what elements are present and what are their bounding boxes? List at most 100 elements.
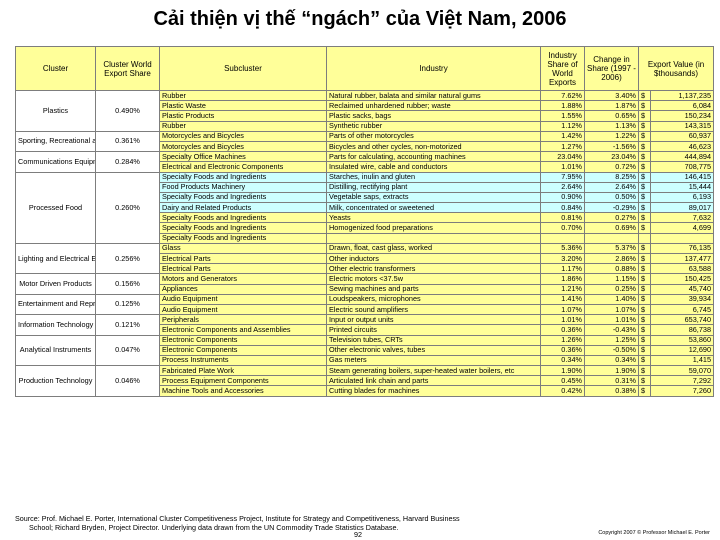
subcluster-cell: Motorcycles and Bicycles bbox=[159, 130, 327, 142]
industry-cell: Homogenized food preparations bbox=[326, 222, 541, 234]
industry-share-cell: 0.36% bbox=[540, 324, 585, 336]
export-value-cell: 6,745 bbox=[649, 303, 715, 316]
industry-cell: Distilling, rectifying plant bbox=[326, 181, 541, 193]
page-number: 92 bbox=[354, 530, 362, 539]
cluster-share-cell: 0.125% bbox=[95, 293, 160, 316]
table-row: Information Technology 0.121% Peripherals I… bbox=[15, 314, 715, 336]
industry-share-cell: 0.84% bbox=[540, 202, 585, 214]
currency-symbol-cell: $ bbox=[638, 314, 651, 326]
table-row: Dairy and Related Products Milk, concentr… bbox=[16, 202, 715, 214]
copyright-note: Copyright 2007 © Professor Michael E. Po… bbox=[598, 530, 710, 536]
export-value-cell: 7,632 bbox=[649, 212, 715, 224]
cluster-name-cell: Processed Food bbox=[15, 171, 96, 244]
industry-cell: Electric motors <37.5w bbox=[326, 273, 541, 285]
subcluster-cell: Electronic Components bbox=[159, 344, 327, 356]
cluster-name-cell: Information Technology bbox=[15, 314, 96, 336]
industry-share-cell: 1.12% bbox=[540, 120, 585, 132]
cluster-share-cell: 0.047% bbox=[95, 334, 160, 367]
header-industry-share: Industry Share of World Exports bbox=[540, 46, 585, 91]
cluster-share-cell: 0.156% bbox=[95, 273, 160, 295]
table-row: Lighting and Electrical Equipment0.256%G… bbox=[15, 242, 715, 275]
export-value-cell: 7,292 bbox=[649, 375, 715, 387]
subcluster-cell: Motors and Generators bbox=[159, 273, 327, 285]
currency-symbol-cell: $ bbox=[638, 375, 651, 387]
industry-share-cell: 5.36% bbox=[540, 242, 585, 255]
subcluster-cell: Specialty Foods and Ingredients bbox=[159, 171, 327, 183]
subcluster-cell: Audio Equipment bbox=[159, 293, 327, 305]
export-value-cell: 137,477 bbox=[649, 252, 715, 265]
cluster-share-cell: 0.361% bbox=[95, 130, 160, 153]
table-header-row: Cluster Cluster World Export Share Subcl… bbox=[15, 46, 715, 91]
export-value-cell: 76,135 bbox=[649, 242, 715, 255]
export-value-cell: 150,234 bbox=[649, 110, 715, 122]
export-value-cell: 4,699 bbox=[649, 222, 715, 234]
export-value-cell: 15,444 bbox=[649, 181, 715, 193]
export-value-cell: 45,740 bbox=[649, 283, 715, 295]
table-row: Sporting, Recreational and Children's Go… bbox=[15, 130, 715, 153]
cluster-share-cell: 0.256% bbox=[95, 242, 160, 275]
currency-symbol-cell: $ bbox=[638, 273, 651, 285]
header-cluster: Cluster bbox=[15, 46, 96, 91]
industry-cell: Synthetic rubber bbox=[326, 120, 541, 132]
industry-share-cell: 0.90% bbox=[540, 191, 585, 204]
cluster-share-cell: 0.121% bbox=[95, 314, 160, 336]
industry-cell: Gas meters bbox=[326, 354, 541, 367]
subcluster-cell: Audio Equipment bbox=[159, 303, 327, 316]
industry-share-cell: 0.36% bbox=[540, 344, 585, 356]
change-in-share-cell: 0.27% bbox=[584, 212, 639, 224]
currency-symbol-cell: $ bbox=[638, 171, 651, 183]
export-value-cell: 7,260 bbox=[649, 385, 715, 397]
industry-share-cell: 1.26% bbox=[540, 334, 585, 346]
change-in-share-cell: 0.50% bbox=[584, 191, 639, 204]
export-value-cell: 1,415 bbox=[649, 354, 715, 367]
change-in-share-cell: 1.01% bbox=[584, 314, 639, 326]
change-in-share-cell: 1.22% bbox=[584, 130, 639, 142]
export-value-cell: 63,588 bbox=[649, 263, 715, 275]
change-in-share-cell: 23.04% bbox=[584, 151, 639, 163]
export-value-cell: 53,860 bbox=[649, 334, 715, 346]
industry-share-cell: 0.42% bbox=[540, 385, 585, 397]
table-row: Plastic Waste Reclaimed unhardened rubber… bbox=[16, 100, 715, 112]
industry-cell: Parts for calculating, accounting machin… bbox=[326, 151, 541, 163]
subcluster-cell: Electrical and Electronic Components bbox=[159, 161, 327, 173]
change-in-share-cell: 0.88% bbox=[584, 263, 639, 275]
table-row: Processed Food 0.260% Specialty Foods and … bbox=[15, 171, 715, 244]
header-cluster-share: Cluster World Export Share bbox=[95, 46, 160, 91]
industry-cell: Loudspeakers, microphones bbox=[326, 293, 541, 305]
cluster-table: Cluster Cluster World Export Share Subcl… bbox=[15, 46, 715, 397]
industry-cell: Electric sound amplifiers bbox=[326, 303, 541, 316]
industry-cell: Articulated link chain and parts bbox=[326, 375, 541, 387]
industry-cell: Reclaimed unhardened rubber; waste bbox=[326, 100, 541, 112]
subcluster-cell: Specialty Foods and Ingredients bbox=[159, 222, 327, 234]
currency-symbol-cell: $ bbox=[638, 283, 651, 295]
industry-cell: Milk, concentrated or sweetened bbox=[326, 202, 541, 214]
industry-share-cell: 1.55% bbox=[540, 110, 585, 122]
change-in-share-cell: 1.87% bbox=[584, 100, 639, 112]
industry-cell: Television tubes, CRTs bbox=[326, 334, 541, 346]
currency-symbol-cell: $ bbox=[638, 161, 651, 173]
cluster-name-cell: Lighting and Electrical Equipment bbox=[15, 242, 96, 275]
export-value-cell: 86,738 bbox=[649, 324, 715, 336]
industry-cell: Plastic sacks, bags bbox=[326, 110, 541, 122]
table-row: Appliances Sewing machines and parts 1.21%… bbox=[16, 283, 715, 295]
change-in-share-cell bbox=[584, 232, 639, 244]
currency-symbol-cell: $ bbox=[638, 365, 651, 377]
industry-share-cell: 3.20% bbox=[540, 252, 585, 265]
industry-share-cell: 7.95% bbox=[540, 171, 585, 183]
change-in-share-cell: 0.38% bbox=[584, 385, 639, 397]
change-in-share-cell: -0.29% bbox=[584, 202, 639, 214]
export-value-cell: 143,315 bbox=[649, 120, 715, 132]
export-value-cell: 59,070 bbox=[649, 365, 715, 377]
subcluster-cell: Food Products Machinery bbox=[159, 181, 327, 193]
currency-symbol-cell: $ bbox=[638, 344, 651, 356]
industry-share-cell: 1.41% bbox=[540, 293, 585, 305]
currency-symbol-cell: $ bbox=[638, 222, 651, 234]
industry-cell: Bicycles and other cycles, non-motorized bbox=[326, 140, 541, 153]
industry-share-cell: 1.01% bbox=[540, 314, 585, 326]
industry-share-cell bbox=[540, 232, 585, 244]
industry-share-cell: 7.62% bbox=[540, 89, 585, 102]
cluster-name-cell: Analytical Instruments bbox=[15, 334, 96, 367]
export-value-cell: 6,193 bbox=[649, 191, 715, 204]
industry-share-cell: 1.01% bbox=[540, 161, 585, 173]
export-value-cell: 1,137,235 bbox=[649, 89, 715, 102]
